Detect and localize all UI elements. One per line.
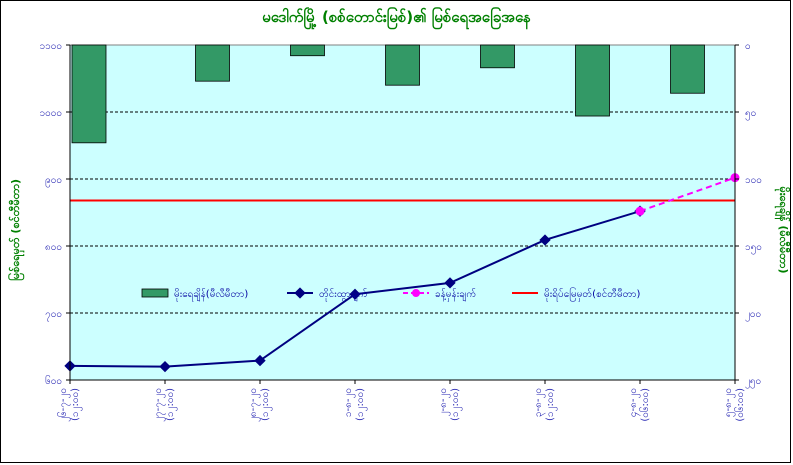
observed-point: [254, 354, 266, 367]
rain-bar: [195, 44, 230, 82]
legend-label: မိုးရေချိန်(မီလီမီတာ): [174, 287, 248, 302]
x-tick-label-time: (၁၂:၀၀): [450, 388, 463, 421]
plot-area: [69, 44, 736, 381]
x-tick-label-time: (၁၂:၀၀): [165, 388, 178, 421]
y-tick-label-left: ၁၁၀၀: [40, 41, 63, 52]
y-tick-label-right: ၂၀၀: [745, 309, 761, 322]
y-tick-label-right: ၁၅၀: [745, 242, 762, 255]
x-tick-label-time: (၁၂:၀၀): [70, 388, 83, 421]
y-tick-label-left: ၉၀၀: [45, 175, 62, 188]
rain-bar: [670, 44, 705, 94]
legend-label: မိုးရိပ်မြေမှတ်(စင်တီမီတာ): [544, 286, 641, 302]
x-tick-label-date: ၃-၈-၂၀: [533, 388, 546, 417]
axes: [66, 44, 739, 384]
x-tick-label-date: ၂၇-၇-၂၀: [153, 388, 166, 422]
y-tick-label-left: ၈၀၀: [45, 242, 62, 253]
y-tick-label-right: ၂၅၀: [745, 376, 761, 389]
y-axis-left-title: မြစ်ရေမှတ် (စင်တီမီတာ): [7, 179, 25, 281]
observed-point: [539, 234, 551, 246]
y-tick-label-right: ၀: [745, 41, 751, 52]
rain-bars: [71, 44, 705, 144]
x-tick-label-time: (၀၆:၀၀): [638, 388, 651, 422]
x-tick-label-time: (၀၆:၀၀): [733, 388, 746, 422]
forecast-point: [635, 206, 645, 216]
x-tick-label-date: ၅-၈-၂၀: [723, 388, 736, 417]
y-tick-label-left: ၇၀၀: [45, 309, 62, 322]
x-tick-label-date: ၁-၈-၂၀: [343, 388, 356, 417]
legend-swatch-rain: [141, 288, 169, 298]
y-tick-label-left: ၆၀၀: [45, 374, 62, 387]
y-axis-right-title: မိုးရေချိန် (မီလီမီတာ): [774, 187, 791, 274]
rain-bar: [480, 44, 515, 69]
legend-marker-forecast: [412, 289, 420, 297]
rain-bar: [71, 44, 107, 144]
x-tick-label-date: ၂၈-၇-၂၀: [248, 388, 261, 422]
rain-bar: [575, 44, 610, 117]
chart-title: မဒေါက်မြို့ (စစ်တောင်းမြစ်)၏ မြစ်ရေအခြေအ…: [262, 8, 531, 26]
legend-marker-observed: [294, 287, 306, 299]
x-tick-label-date: ၂၆-၇-၂၀: [56, 388, 71, 422]
legend-label: တိုင်းထွာချက်: [319, 287, 368, 302]
gridlines: [70, 111, 735, 314]
x-tick-label-time: (၁၂:၀၀): [260, 388, 273, 421]
rain-bar: [290, 44, 325, 57]
x-tick-label-date: ၄-၈-၂၀: [628, 388, 641, 417]
rain-bar: [385, 44, 420, 86]
legend-label: ခန့်မှန်းချက်: [435, 287, 476, 302]
x-tick-label-date: ၂-၈-၂၀: [438, 388, 451, 416]
legend: မိုးရေချိန်(မီလီမီတာ) တိုင်းထွာချက် ခန့်မှ…: [141, 286, 641, 302]
y-tick-label-right: ၅၀: [745, 108, 756, 121]
tick-labels: ၆၀၀ ၇၀၀ ၈၀၀ ၉၀၀ ၁၀၀၀ ၁၁၀၀ ၀၅၀၁၀၀၁၅၀၂၀၀၂၅၀၂၆-၇-…: [40, 41, 762, 422]
x-tick-label-time: (၁၂:၀၀): [355, 388, 368, 421]
forecast-line: [639, 176, 736, 213]
observed-point: [349, 288, 361, 300]
y-tick-label-left: ၁၀၀၀: [40, 108, 63, 119]
y-tick-label-right: ၁၀၀: [745, 175, 762, 186]
observed-point: [159, 360, 171, 373]
observed-point: [444, 277, 456, 289]
x-tick-label-time: (၁၂:၀၀): [545, 388, 558, 421]
